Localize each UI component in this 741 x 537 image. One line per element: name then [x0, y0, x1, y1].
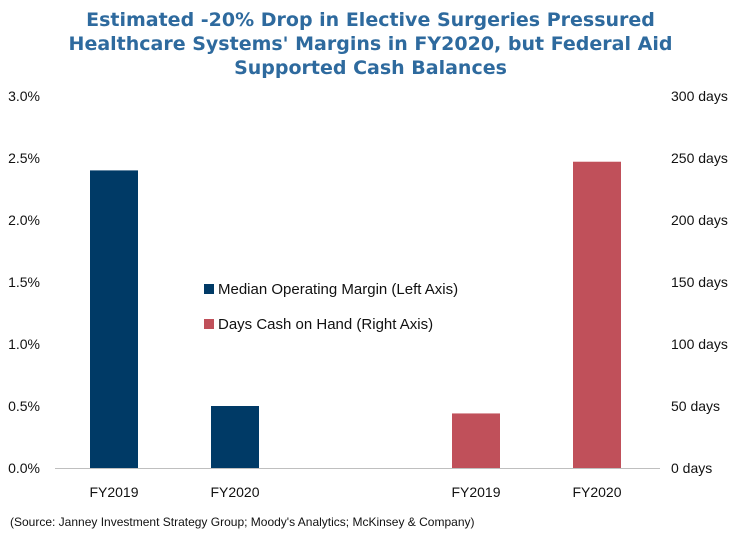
- chart-title: Estimated -20% Drop in Elective Surgerie…: [0, 8, 741, 80]
- legend-entry: Days Cash on Hand (Right Axis): [218, 316, 433, 333]
- x-axis-category-label: FY2019: [89, 484, 138, 500]
- right-axis-tick-label: 50 days: [671, 398, 720, 414]
- left-axis-tick-label: 0.5%: [8, 398, 40, 414]
- bar-days-cash-fy2019: [452, 413, 500, 468]
- x-axis-category-label: FY2020: [210, 484, 259, 500]
- left-axis-tick-label: 3.0%: [8, 88, 40, 104]
- right-axis-tick-label: 300 days: [671, 88, 728, 104]
- left-axis-tick-label: 1.0%: [8, 336, 40, 352]
- right-axis-tick-label: 100 days: [671, 336, 728, 352]
- x-axis-category-label: FY2020: [572, 484, 621, 500]
- bar-operating-margin-fy2019: [90, 170, 138, 468]
- left-axis-tick-label: 1.5%: [8, 274, 40, 290]
- left-axis-tick-label: 2.0%: [8, 212, 40, 228]
- bar-days-cash-fy2020: [573, 161, 621, 468]
- right-axis-tick-label: 200 days: [671, 212, 728, 228]
- chart-title-line-2: Healthcare Systems' Margins in FY2020, b…: [68, 33, 673, 55]
- right-axis-tick-label: 250 days: [671, 150, 728, 166]
- left-axis-tick-label: 0.0%: [8, 460, 40, 476]
- chart-title-line-3: Supported Cash Balances: [234, 57, 507, 79]
- legend-swatch: [204, 284, 214, 294]
- legend-entry: Median Operating Margin (Left Axis): [218, 281, 458, 298]
- right-axis-tick-label: 150 days: [671, 274, 728, 290]
- source-note: (Source: Janney Investment Strategy Grou…: [10, 515, 475, 529]
- legend-swatch: [204, 319, 214, 329]
- x-axis-category-label: FY2019: [451, 484, 500, 500]
- right-axis-tick-label: 0 days: [671, 460, 712, 476]
- left-axis-tick-label: 2.5%: [8, 150, 40, 166]
- chart-title-line-1: Estimated -20% Drop in Elective Surgerie…: [86, 9, 655, 31]
- bar-operating-margin-fy2020: [211, 406, 259, 468]
